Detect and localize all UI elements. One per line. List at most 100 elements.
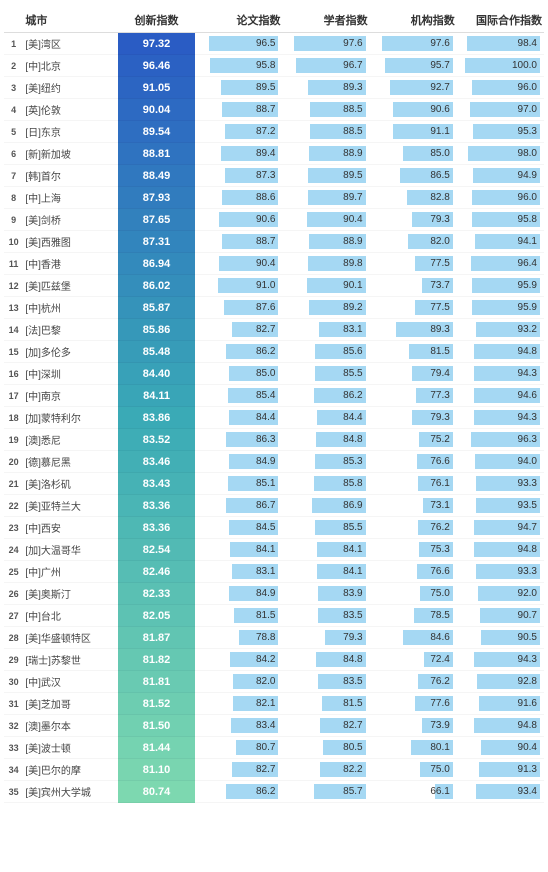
- scholar-cell: 89.3: [282, 77, 369, 99]
- intl-cell: 94.8: [457, 341, 544, 363]
- paper-cell: 91.0: [195, 275, 282, 297]
- scholar-cell: 80.5: [282, 737, 369, 759]
- paper-cell: 83.4: [195, 715, 282, 737]
- inst-cell: 77.3: [370, 385, 457, 407]
- intl-cell: 95.9: [457, 297, 544, 319]
- idx-cell: 80.74: [118, 781, 195, 803]
- scholar-cell: 84.4: [282, 407, 369, 429]
- intl-cell: 94.9: [457, 165, 544, 187]
- scholar-cell: 86.9: [282, 495, 369, 517]
- rank-cell: 22: [4, 495, 23, 517]
- col-scholar: 学者指数: [282, 8, 369, 33]
- city-cell: [中]杭州: [23, 297, 117, 319]
- scholar-cell: 81.5: [282, 693, 369, 715]
- city-cell: [美]纽约: [23, 77, 117, 99]
- city-cell: [中]南京: [23, 385, 117, 407]
- col-paper: 论文指数: [195, 8, 282, 33]
- paper-cell: 87.3: [195, 165, 282, 187]
- idx-cell: 87.93: [118, 187, 195, 209]
- idx-cell: 87.65: [118, 209, 195, 231]
- idx-cell: 81.44: [118, 737, 195, 759]
- rank-cell: 4: [4, 99, 23, 121]
- inst-cell: 76.6: [370, 561, 457, 583]
- intl-cell: 91.3: [457, 759, 544, 781]
- rank-cell: 33: [4, 737, 23, 759]
- scholar-cell: 83.1: [282, 319, 369, 341]
- intl-cell: 94.3: [457, 363, 544, 385]
- intl-cell: 92.0: [457, 583, 544, 605]
- city-cell: [中]广州: [23, 561, 117, 583]
- inst-cell: 75.2: [370, 429, 457, 451]
- idx-cell: 81.50: [118, 715, 195, 737]
- rank-cell: 24: [4, 539, 23, 561]
- paper-cell: 90.4: [195, 253, 282, 275]
- inst-cell: 86.5: [370, 165, 457, 187]
- table-row: 31[美]芝加哥81.5282.181.577.691.6: [4, 693, 544, 715]
- inst-cell: 77.5: [370, 253, 457, 275]
- paper-cell: 88.6: [195, 187, 282, 209]
- table-row: 12[美]匹兹堡86.0291.090.173.795.9: [4, 275, 544, 297]
- city-cell: [德]慕尼黑: [23, 451, 117, 473]
- scholar-cell: 82.7: [282, 715, 369, 737]
- inst-cell: 79.3: [370, 209, 457, 231]
- paper-cell: 80.7: [195, 737, 282, 759]
- scholar-cell: 84.1: [282, 561, 369, 583]
- paper-cell: 84.1: [195, 539, 282, 561]
- idx-cell: 86.02: [118, 275, 195, 297]
- city-cell: [中]武汉: [23, 671, 117, 693]
- intl-cell: 90.4: [457, 737, 544, 759]
- scholar-cell: 89.5: [282, 165, 369, 187]
- rank-cell: 3: [4, 77, 23, 99]
- rank-cell: 5: [4, 121, 23, 143]
- scholar-cell: 89.7: [282, 187, 369, 209]
- rank-cell: 9: [4, 209, 23, 231]
- scholar-cell: 83.5: [282, 605, 369, 627]
- table-row: 15[加]多伦多85.4886.285.681.594.8: [4, 341, 544, 363]
- inst-cell: 73.9: [370, 715, 457, 737]
- idx-cell: 83.36: [118, 517, 195, 539]
- rank-cell: 13: [4, 297, 23, 319]
- paper-cell: 88.7: [195, 99, 282, 121]
- col-rank: [4, 8, 23, 33]
- inst-cell: 80.1: [370, 737, 457, 759]
- scholar-cell: 88.9: [282, 231, 369, 253]
- paper-cell: 84.9: [195, 583, 282, 605]
- rank-cell: 6: [4, 143, 23, 165]
- table-row: 5[日]东京89.5487.288.591.195.3: [4, 121, 544, 143]
- paper-cell: 84.4: [195, 407, 282, 429]
- idx-cell: 97.32: [118, 33, 195, 55]
- table-row: 7[韩]首尔88.4987.389.586.594.9: [4, 165, 544, 187]
- ranking-table: 城市 创新指数 论文指数 学者指数 机构指数 国际合作指数 1[美]湾区97.3…: [4, 8, 544, 803]
- idx-cell: 91.05: [118, 77, 195, 99]
- rank-cell: 8: [4, 187, 23, 209]
- intl-cell: 93.3: [457, 561, 544, 583]
- intl-cell: 93.3: [457, 473, 544, 495]
- col-idx: 创新指数: [118, 8, 195, 33]
- inst-cell: 76.2: [370, 517, 457, 539]
- city-cell: [美]洛杉矶: [23, 473, 117, 495]
- idx-cell: 86.94: [118, 253, 195, 275]
- paper-cell: 86.2: [195, 781, 282, 803]
- scholar-cell: 88.9: [282, 143, 369, 165]
- inst-cell: 79.3: [370, 407, 457, 429]
- scholar-cell: 83.5: [282, 671, 369, 693]
- table-row: 32[澳]墨尔本81.5083.482.773.994.8: [4, 715, 544, 737]
- intl-cell: 97.0: [457, 99, 544, 121]
- city-cell: [美]湾区: [23, 33, 117, 55]
- intl-cell: 95.3: [457, 121, 544, 143]
- inst-cell: 82.0: [370, 231, 457, 253]
- scholar-cell: 88.5: [282, 121, 369, 143]
- intl-cell: 90.7: [457, 605, 544, 627]
- table-row: 35[美]宾州大学城80.7486.285.766.193.4: [4, 781, 544, 803]
- table-row: 27[中]台北82.0581.583.578.590.7: [4, 605, 544, 627]
- rank-cell: 15: [4, 341, 23, 363]
- city-cell: [中]北京: [23, 55, 117, 77]
- rank-cell: 12: [4, 275, 23, 297]
- intl-cell: 95.8: [457, 209, 544, 231]
- paper-cell: 85.0: [195, 363, 282, 385]
- rank-cell: 17: [4, 385, 23, 407]
- scholar-cell: 97.6: [282, 33, 369, 55]
- paper-cell: 85.4: [195, 385, 282, 407]
- paper-cell: 81.5: [195, 605, 282, 627]
- city-cell: [中]深圳: [23, 363, 117, 385]
